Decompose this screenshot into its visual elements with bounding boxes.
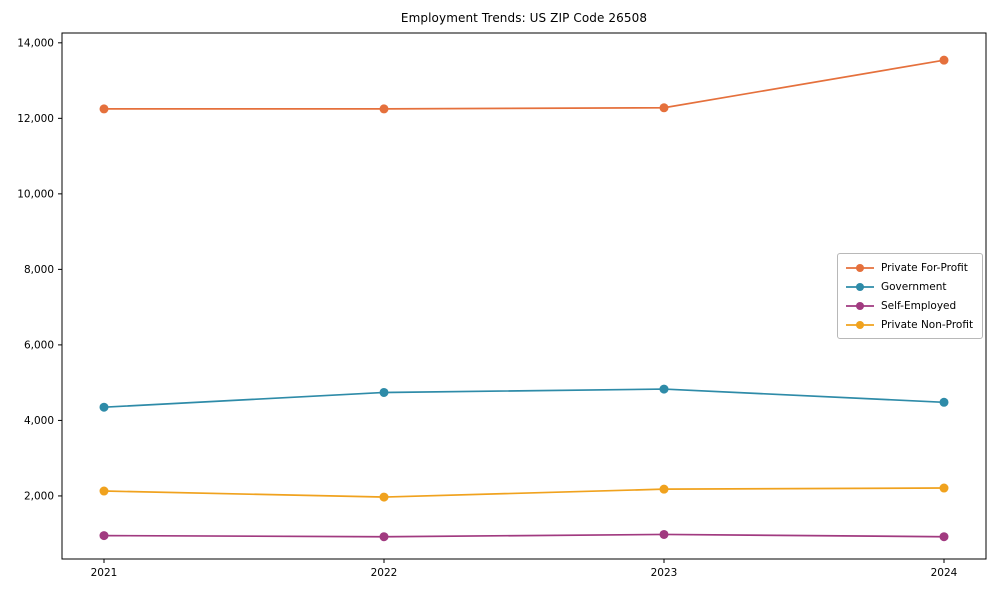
y-tick-label: 12,000: [17, 113, 54, 125]
x-tick-label: 2022: [371, 567, 398, 579]
x-tick-label: 2023: [651, 567, 678, 579]
series-marker-government: [379, 387, 389, 397]
legend-item-private-for-profit: Private For-Profit: [845, 258, 976, 277]
y-tick-label: 6,000: [24, 339, 54, 351]
legend-label-private-non-profit: Private Non-Profit: [881, 318, 974, 331]
legend: Private For-Profit Government Self-Employe…: [837, 253, 983, 339]
legend-item-self-employed: Self-Employed: [845, 296, 976, 315]
series-marker-government: [659, 384, 669, 394]
series-marker-private-for-profit: [939, 55, 949, 65]
y-tick-label: 2,000: [24, 490, 54, 502]
series-marker-self-employed: [379, 532, 389, 542]
series-marker-private-for-profit: [379, 104, 389, 114]
y-tick-label: 4,000: [24, 415, 54, 427]
series-line-private-non-profit: [103, 487, 945, 498]
x-tick-label: 2021: [91, 567, 118, 579]
legend-item-government: Government: [845, 277, 976, 296]
series-marker-private-for-profit: [99, 104, 109, 114]
series-line-government: [103, 388, 945, 409]
series-marker-government: [939, 397, 949, 407]
legend-marker-self-employed: [846, 301, 874, 310]
series-marker-private-non-profit: [379, 492, 389, 502]
legend-label-government: Government: [881, 280, 947, 293]
legend-marker-private-for-profit: [846, 263, 874, 272]
plot-frame: [61, 32, 987, 560]
series-marker-self-employed: [939, 532, 949, 542]
legend-label-private-for-profit: Private For-Profit: [881, 261, 968, 274]
series-line-self-employed: [103, 533, 945, 538]
x-tick-label: 2024: [931, 567, 958, 579]
chart-title: Employment Trends: US ZIP Code 26508: [400, 11, 648, 25]
series-marker-private-non-profit: [939, 483, 949, 493]
series-marker-private-non-profit: [659, 484, 669, 494]
y-tick-label: 8,000: [24, 264, 54, 276]
series-line-private-for-profit: [104, 59, 945, 110]
y-tick-label: 14,000: [17, 37, 54, 49]
series-marker-self-employed: [99, 531, 109, 541]
legend-marker-private-non-profit: [846, 320, 874, 329]
series-marker-private-non-profit: [99, 486, 109, 496]
series-marker-private-for-profit: [659, 103, 669, 113]
series-marker-government: [99, 402, 109, 412]
y-tick-label: 10,000: [17, 188, 54, 200]
legend-marker-government: [846, 282, 874, 291]
legend-item-private-non-profit: Private Non-Profit: [845, 315, 976, 334]
series-marker-self-employed: [659, 529, 669, 539]
legend-label-self-employed: Self-Employed: [881, 299, 957, 312]
